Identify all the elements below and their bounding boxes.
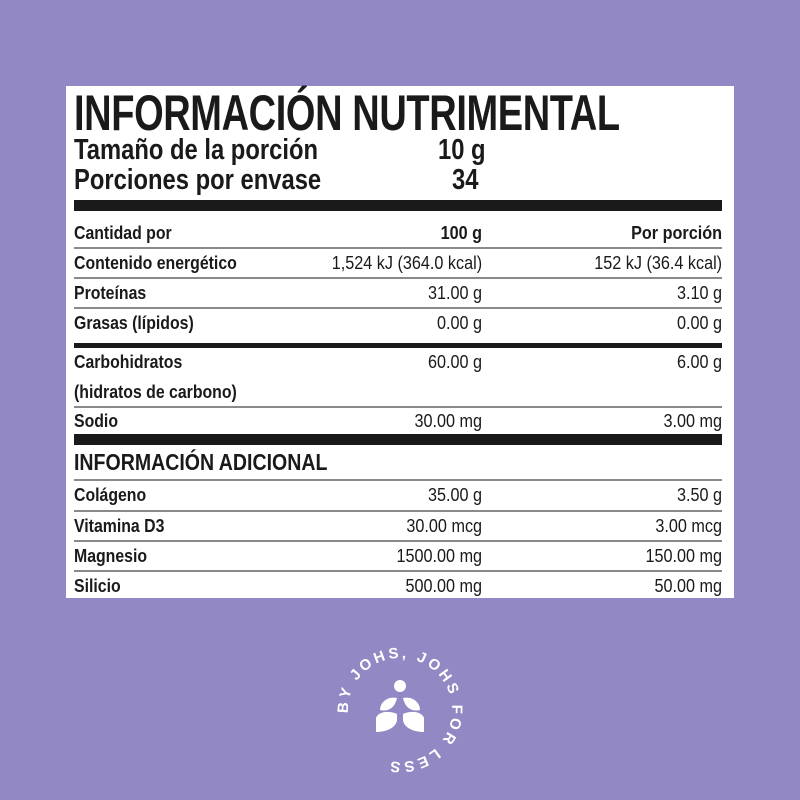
servings-per-container-value: 34 <box>452 164 479 196</box>
divider <box>74 307 722 309</box>
row-label: Silicio <box>74 576 121 596</box>
divider-thick <box>74 343 722 348</box>
row-value-portion: 6.00 g <box>676 352 722 372</box>
row-label: Magnesio <box>74 546 148 566</box>
row-label: Contenido energético <box>74 253 237 273</box>
row-value-100g: 0.00 g <box>436 313 482 333</box>
row-label: (hidratos de carbono) <box>74 382 237 402</box>
row-value-portion: 3.00 mg <box>663 411 722 431</box>
servings-per-container-label: Porciones por envase <box>74 164 322 196</box>
table-row: Magnesio 1500.00 mg 150.00 mg <box>74 541 722 571</box>
row-label: Proteínas <box>74 283 147 303</box>
row-label: Vitamina D3 <box>74 516 165 536</box>
table-row: Sodio 30.00 mg 3.00 mg <box>74 406 722 436</box>
row-value-100g: 30.00 mcg <box>406 516 482 536</box>
table-row: Proteínas 31.00 g 3.10 g <box>74 278 722 308</box>
header-col1: 100 g <box>440 223 482 243</box>
table-row: Colágeno 35.00 g 3.50 g <box>74 480 722 510</box>
page-title: INFORMACIÓN NUTRIMENTAL <box>74 85 620 141</box>
divider <box>74 277 722 279</box>
divider-thick <box>74 434 722 445</box>
serving-size-label: Tamaño de la porción <box>74 134 319 166</box>
row-value-portion: 150.00 mg <box>645 546 722 566</box>
divider <box>74 247 722 249</box>
divider <box>74 570 722 572</box>
divider <box>74 406 722 408</box>
row-value-100g: 500.00 mg <box>405 576 482 596</box>
row-label: Sodio <box>74 411 118 431</box>
table-row: Contenido energético 1,524 kJ (364.0 kca… <box>74 248 722 278</box>
serving-size-value: 10 g <box>438 134 486 166</box>
header-label: Cantidad por <box>74 223 172 243</box>
row-value-portion: 3.00 mcg <box>655 516 722 536</box>
row-value-portion: 3.10 g <box>676 283 722 303</box>
header-col2: Por porción <box>631 223 722 243</box>
nutrition-facts-panel: INFORMACIÓN NUTRIMENTAL Tamaño de la por… <box>66 85 734 601</box>
row-value-100g: 1500.00 mg <box>396 546 482 566</box>
table-row: Vitamina D3 30.00 mcg 3.00 mcg <box>74 511 722 541</box>
logo-text: BY JOHS, JOHS FOR LESS <box>335 645 465 776</box>
sprout-icon <box>376 680 424 732</box>
divider <box>74 479 722 481</box>
row-value-100g: 35.00 g <box>427 485 482 505</box>
table-row: Carbohidratos 60.00 g 6.00 g <box>74 347 722 377</box>
row-value-100g: 1,524 kJ (364.0 kcal) <box>331 253 482 273</box>
row-value-portion: 152 kJ (36.4 kcal) <box>594 253 722 273</box>
row-value-portion: 50.00 mg <box>654 576 722 596</box>
row-value-portion: 0.00 g <box>676 313 722 333</box>
table-row: Silicio 500.00 mg 50.00 mg <box>74 571 722 601</box>
row-value-100g: 31.00 g <box>427 283 482 303</box>
divider <box>74 510 722 512</box>
row-value-100g: 30.00 mg <box>414 411 482 431</box>
divider-thick <box>74 200 722 211</box>
table-header: Cantidad por 100 g Por porción <box>74 218 722 248</box>
row-value-portion: 3.50 g <box>676 485 722 505</box>
row-label: Colágeno <box>74 485 147 505</box>
brand-logo: BY JOHS, JOHS FOR LESS <box>335 645 465 776</box>
row-label: Grasas (lípidos) <box>74 313 194 333</box>
table-row-continuation: (hidratos de carbono) <box>74 377 722 407</box>
table-row: Grasas (lípidos) 0.00 g 0.00 g <box>74 308 722 338</box>
row-value-100g: 60.00 g <box>427 352 482 372</box>
row-label: Carbohidratos <box>74 352 183 372</box>
additional-info-title: INFORMACIÓN ADICIONAL <box>74 449 328 475</box>
divider <box>74 540 722 542</box>
